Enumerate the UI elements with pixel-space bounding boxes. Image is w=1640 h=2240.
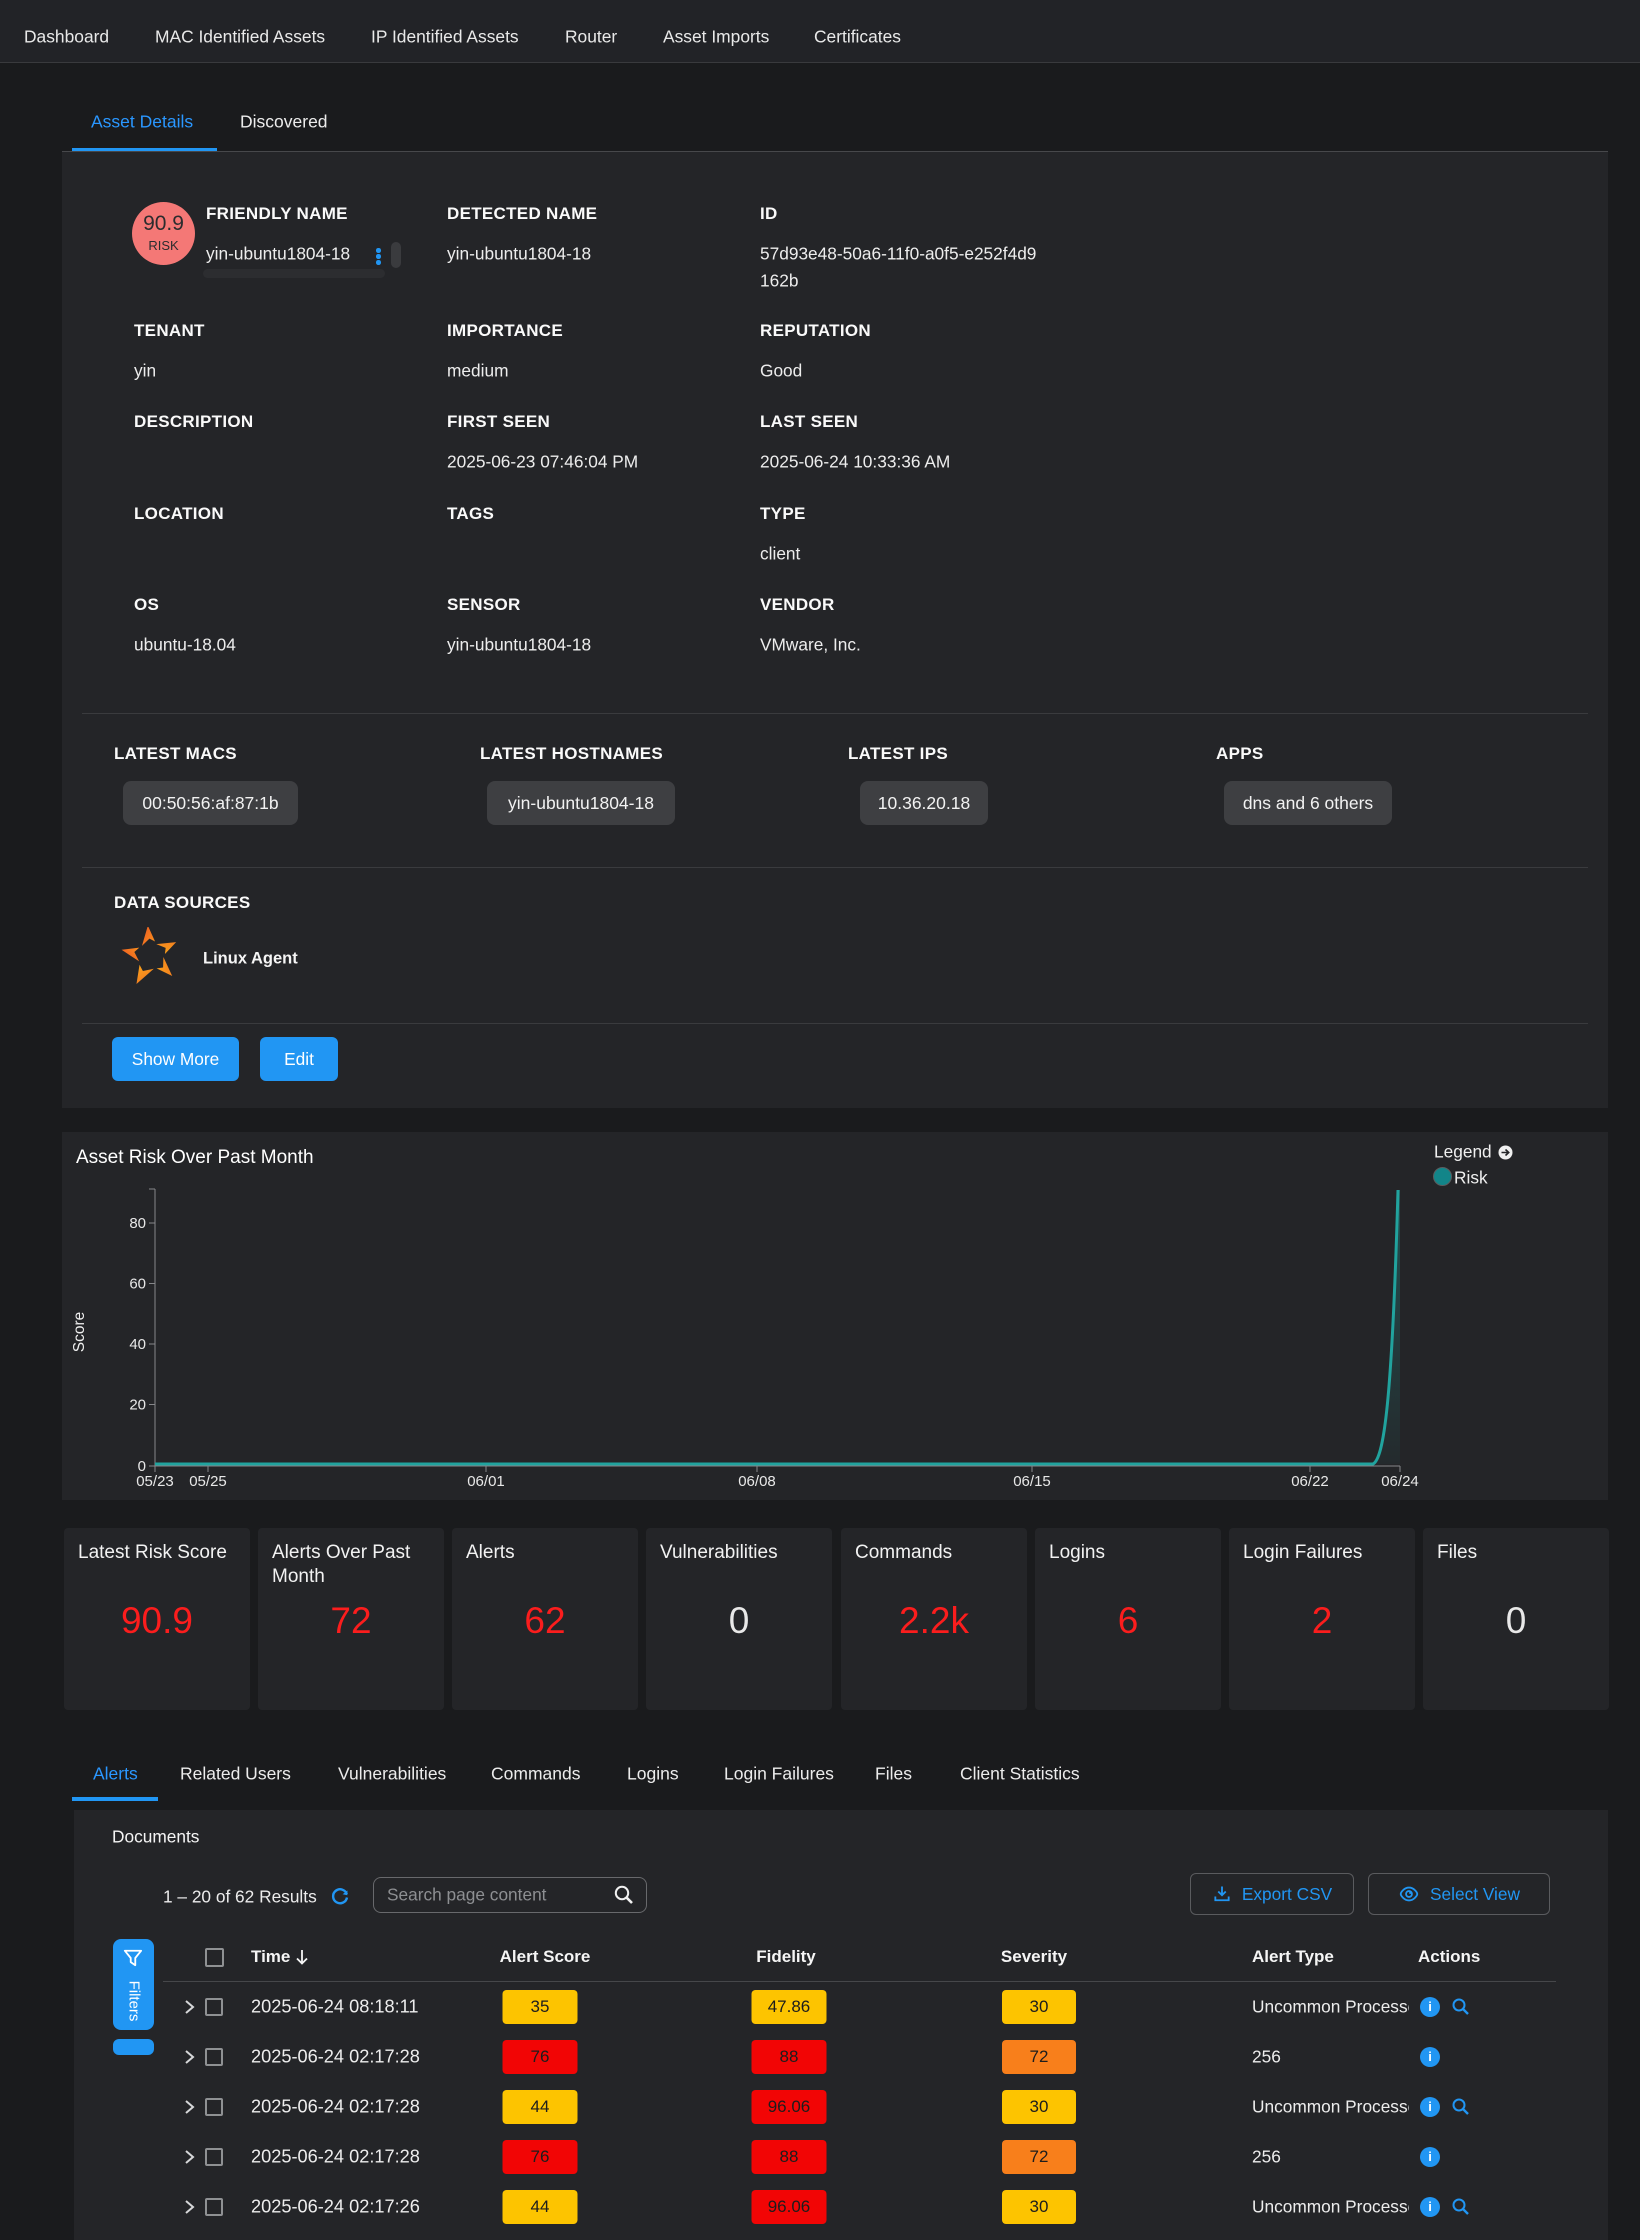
svg-text:06/01: 06/01 <box>467 1473 505 1490</box>
svg-text:20: 20 <box>129 1397 146 1414</box>
svg-text:60: 60 <box>129 1276 146 1293</box>
svg-text:05/25: 05/25 <box>189 1473 227 1490</box>
svg-text:06/22: 06/22 <box>1291 1473 1329 1490</box>
svg-text:06/24: 06/24 <box>1381 1473 1419 1490</box>
svg-text:06/08: 06/08 <box>738 1473 776 1490</box>
svg-text:Score: Score <box>71 1312 88 1353</box>
svg-text:06/15: 06/15 <box>1013 1473 1051 1490</box>
svg-text:05/23: 05/23 <box>136 1473 174 1490</box>
svg-text:40: 40 <box>129 1336 146 1353</box>
svg-text:80: 80 <box>129 1215 146 1232</box>
svg-text:0: 0 <box>138 1458 146 1475</box>
